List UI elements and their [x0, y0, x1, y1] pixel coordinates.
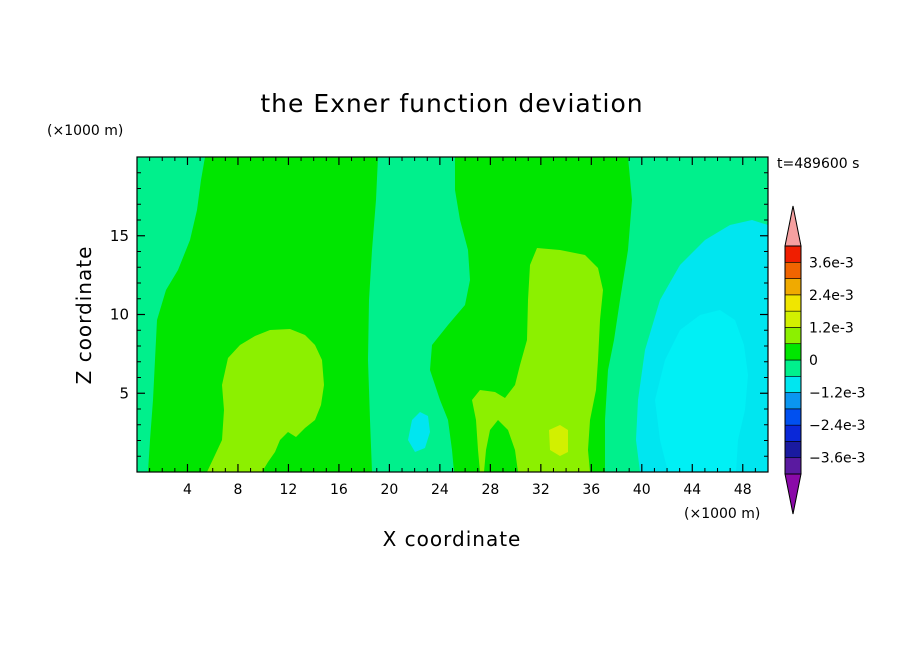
y-tick-label-15: 15: [110, 227, 129, 245]
x-tick-label-44: 44: [683, 482, 701, 498]
anomaly-left-positive: [207, 329, 324, 472]
x-axis-label: X coordinate: [383, 527, 522, 551]
colorbar-segment: [784, 408, 802, 426]
colorbar-segment: [784, 424, 802, 442]
colorbar-segment: [784, 294, 802, 312]
colorbar-segment: [784, 310, 802, 328]
colorbar-segment: [784, 375, 802, 393]
colorbar-segment: [784, 261, 802, 279]
x-tick-label-36: 36: [582, 482, 600, 498]
y-unit-label: (×1000 m): [47, 123, 123, 139]
anomaly-mid-positive: [472, 248, 603, 472]
colorbar-segment: [784, 245, 802, 263]
x-tick-label-12: 12: [280, 482, 298, 498]
x-unit-label: (×1000 m): [684, 506, 760, 522]
colorbar-bottom-triangle: [784, 473, 802, 515]
x-tick-label-20: 20: [380, 482, 398, 498]
x-tick-label-24: 24: [431, 482, 449, 498]
colorbar-label: 0: [809, 353, 818, 369]
anomaly-yellow-patch: [549, 425, 568, 456]
colorbar-label: −3.6e-3: [809, 451, 866, 467]
colorbar-segment: [784, 327, 802, 345]
x-tick-label-4: 4: [183, 482, 192, 498]
anomaly-right-negative-core: [655, 310, 748, 472]
x-tick-label-32: 32: [532, 482, 550, 498]
x-tick-label-48: 48: [734, 482, 752, 498]
y-axis-ticks: 5 10 15: [110, 172, 768, 457]
contour-field: [137, 157, 768, 472]
colorbar-label: 3.6e-3: [809, 255, 854, 271]
x-tick-label-8: 8: [233, 482, 242, 498]
x-tick-label-28: 28: [481, 482, 499, 498]
x-tick-label-16: 16: [330, 482, 348, 498]
y-tick-label-10: 10: [110, 306, 129, 324]
y-tick-label-5: 5: [119, 384, 129, 402]
time-label: t=489600 s: [777, 156, 859, 172]
colorbar-label: 2.4e-3: [809, 288, 854, 304]
colorbar-segment: [784, 359, 802, 377]
y-axis-label: Z coordinate: [72, 246, 96, 385]
colorbar-segment: [784, 278, 802, 296]
colorbar-label: −2.4e-3: [809, 418, 866, 434]
chart-title: the Exner function deviation: [260, 89, 643, 118]
colorbar-frame: [784, 245, 802, 475]
colorbar-segment: [784, 457, 802, 475]
x-tick-label-40: 40: [633, 482, 651, 498]
colorbar-segment: [784, 441, 802, 459]
x-axis-ticks: 4 8 12 16 20 24 28 32 36 40 44 48: [149, 157, 756, 498]
colorbar-top-triangle: [784, 205, 802, 247]
colorbar-segment: [784, 343, 802, 361]
colorbar-label: 1.2e-3: [809, 320, 854, 336]
anomaly-small-negative: [408, 412, 430, 452]
colorbar-label: −1.2e-3: [809, 386, 866, 402]
colorbar: 3.6e-3 2.4e-3 1.2e-3 0 −1.2e-3 −2.4e-3 −3.6e-3: [784, 205, 866, 515]
colorbar-segment: [784, 392, 802, 410]
